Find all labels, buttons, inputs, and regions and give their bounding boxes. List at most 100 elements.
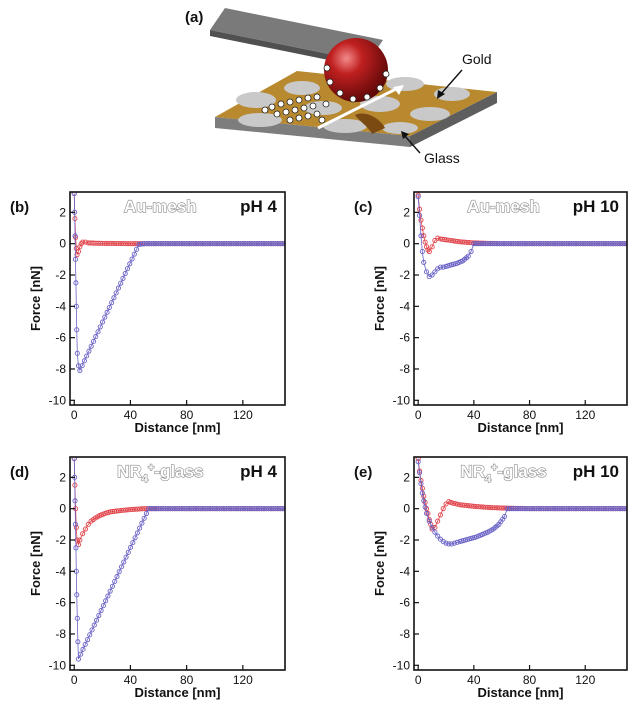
data-point: [277, 241, 283, 247]
data-point: [113, 508, 119, 514]
data-point: [251, 241, 258, 247]
data-point: [73, 545, 79, 551]
data-point: [89, 627, 95, 633]
x-tick-label: 80: [180, 673, 194, 687]
plot-frame: [413, 191, 628, 406]
data-point: [82, 641, 88, 648]
x-tick-label: 40: [124, 673, 138, 687]
data-point: [242, 506, 248, 512]
data-point: [93, 334, 99, 340]
data-point: [111, 240, 117, 247]
data-point: [429, 272, 435, 278]
data-point: [487, 504, 493, 511]
data-point: [109, 240, 115, 247]
data-point: [116, 508, 122, 514]
data-point: [226, 506, 232, 512]
data-point: [465, 253, 471, 259]
data-point: [451, 540, 457, 546]
data-point: [421, 233, 427, 239]
data-point: [98, 607, 104, 614]
data-point: [216, 241, 222, 247]
data-point: [454, 539, 460, 545]
data-point: [446, 541, 452, 547]
data-point: [167, 506, 173, 512]
x-tick-label: 80: [523, 408, 537, 422]
data-point: [455, 501, 461, 507]
x-axis-label: Distance [nm]: [135, 420, 221, 435]
data-point: [480, 504, 486, 510]
data-point: [237, 241, 244, 247]
data-point: [81, 358, 87, 364]
data-point: [219, 241, 225, 247]
plot-frame: [69, 456, 286, 671]
data-point: [82, 239, 89, 245]
data-point: [84, 353, 90, 359]
data-point: [448, 237, 454, 244]
glass-pointer: [403, 134, 421, 154]
data-point: [186, 241, 192, 247]
data-point: [72, 521, 79, 527]
data-point: [443, 237, 449, 243]
data-point: [106, 304, 112, 311]
data-point: [415, 459, 421, 465]
x-tick-label: 0: [415, 673, 422, 687]
data-point: [163, 506, 169, 512]
ph-label: pH 10: [573, 462, 619, 481]
data-point: [77, 537, 83, 543]
data-point: [146, 241, 152, 247]
data-point: [417, 212, 423, 219]
data-point: [429, 244, 435, 250]
data-point: [202, 506, 208, 512]
data-point: [96, 612, 102, 618]
data-point: [158, 506, 164, 512]
data-point: [73, 524, 79, 531]
data-point: [466, 240, 472, 246]
data-point: [86, 348, 92, 354]
data-point: [212, 506, 218, 512]
data-point: [137, 506, 143, 512]
glass-label: Glass: [424, 150, 460, 166]
data-point: [214, 506, 220, 512]
y-tick-label: 2: [403, 205, 410, 219]
data-point: [273, 506, 279, 512]
data-point: [120, 275, 126, 281]
gold-label: Gold: [462, 51, 492, 67]
data-point: [455, 238, 461, 245]
data-point: [111, 295, 117, 301]
data-point: [419, 248, 425, 255]
data-point: [121, 559, 127, 565]
data-point: [230, 241, 237, 247]
data-point: [151, 241, 157, 247]
surface-charges: [261, 93, 330, 124]
data-point: [452, 238, 458, 244]
data-point: [464, 502, 470, 509]
data-point: [132, 535, 138, 541]
data-point: [158, 241, 164, 247]
ph-label: pH 10: [573, 197, 619, 216]
data-point: [268, 241, 274, 247]
data-point: [163, 241, 169, 247]
series-line: [73, 193, 285, 372]
data-point: [421, 259, 427, 266]
data-point: [261, 506, 267, 512]
data-point: [266, 241, 272, 247]
y-axis-label: Force [nN]: [372, 266, 387, 331]
data-point: [172, 241, 178, 247]
data-point: [233, 241, 239, 247]
data-point: [624, 506, 627, 512]
data-point: [254, 241, 260, 247]
y-tick-label: -6: [399, 596, 410, 610]
plot-frame: [413, 456, 628, 671]
data-point: [270, 241, 276, 247]
data-point: [97, 324, 103, 330]
data-point: [244, 241, 251, 247]
data-point: [200, 241, 206, 247]
data-point: [437, 512, 444, 518]
data-point: [501, 513, 508, 520]
data-point: [113, 290, 119, 296]
data-point: [170, 241, 176, 247]
data-point: [195, 506, 201, 512]
hole-shadow: [355, 113, 385, 134]
data-point: [221, 506, 227, 512]
data-point: [191, 506, 197, 512]
